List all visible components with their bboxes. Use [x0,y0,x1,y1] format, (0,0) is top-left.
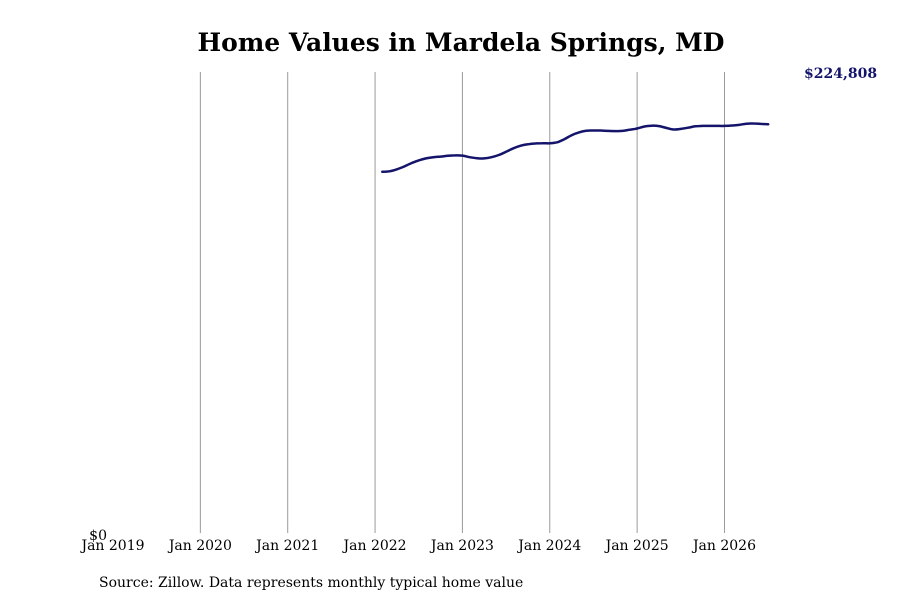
end-value-label: $224,808 [804,66,877,82]
gridlines [199,72,725,533]
series-line [381,122,770,173]
x-tick-label: Jan 2019 [79,538,144,554]
x-tick-label: Jan 2023 [429,538,494,554]
x-axis-ticks: Jan 2019 Jan 2020 Jan 2021 Jan 2022 Jan 2023… [79,538,756,554]
x-tick-label: Jan 2025 [604,538,669,554]
x-tick-label: Jan 2026 [691,538,756,554]
x-tick-label: Jan 2021 [254,538,319,554]
series-layer [381,122,770,173]
x-tick-label: Jan 2024 [516,538,581,554]
y-tick-label-zero: $0 [89,528,107,544]
source-note: Source: Zillow. Data represents monthly … [99,575,523,591]
chart-title: Home Values in Mardela Springs, MD [198,28,725,57]
x-tick-label: Jan 2022 [342,538,407,554]
x-tick-label: Jan 2020 [167,538,232,554]
